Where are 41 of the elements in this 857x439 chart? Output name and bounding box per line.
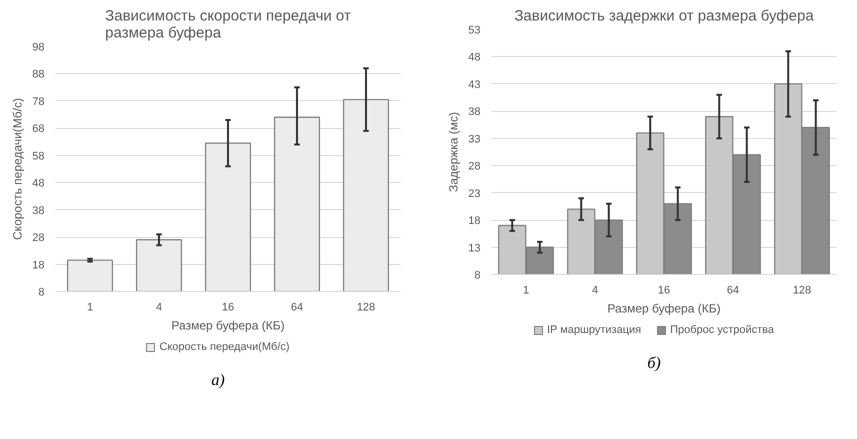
chart-title: Зависимость задержки от размера буфера: [514, 8, 814, 24]
y-tick-label: 48: [32, 178, 45, 190]
legend-label: IP маршрутизация: [546, 323, 642, 338]
x-tick-label: 128: [356, 302, 376, 314]
legend-label: Скорость передачи(Мб/с): [158, 340, 290, 355]
x-tick-label: 16: [222, 302, 234, 314]
text: а): [211, 371, 225, 391]
y-tick-label: 48: [468, 52, 481, 64]
y-tick-label: 88: [32, 68, 45, 81]
x-tick-label: 64: [726, 284, 740, 296]
y-tick-label: 23: [468, 188, 481, 200]
y-tick-label: 38: [32, 204, 45, 217]
y-tick-label: 58: [32, 150, 45, 162]
y-tick-label: 18: [32, 259, 45, 272]
y-axis-title: Задержка (мс): [446, 112, 460, 192]
y-tick-label: 38: [468, 106, 481, 118]
legend-label: Проброс устройства: [669, 323, 774, 338]
y-tick-label: 28: [32, 232, 45, 244]
y-tick-label: 33: [468, 133, 481, 146]
x-axis-title: Размер буфера (КБ): [607, 302, 721, 316]
x-tick-label: 1: [86, 302, 94, 314]
y-tick-label: 43: [468, 78, 481, 91]
y-tick-label: 18: [468, 215, 481, 228]
y-tick-label: 78: [32, 96, 45, 108]
chart-title: Зависимость скорости передачи от размера буфера: [105, 8, 351, 42]
x-tick-label: 64: [290, 302, 304, 314]
y-tick-label: 68: [32, 123, 45, 136]
x-tick-label: 4: [156, 302, 162, 314]
text: б): [647, 354, 661, 374]
y-tick-label: 13: [468, 242, 481, 254]
y-tick-label: 8: [38, 286, 45, 298]
y-axis-title: Скорость передачи(Мб/с): [10, 98, 24, 240]
x-tick-label: 4: [592, 284, 598, 296]
x-axis-title: Размер буфера (КБ): [171, 318, 285, 332]
y-tick-label: 53: [468, 24, 481, 36]
y-tick-label: 8: [474, 270, 481, 282]
y-tick-label: 98: [32, 42, 45, 54]
y-tick-label: 28: [468, 160, 481, 173]
x-tick-label: 128: [792, 284, 812, 296]
x-tick-label: 1: [522, 284, 530, 296]
x-tick-label: 16: [658, 284, 670, 296]
